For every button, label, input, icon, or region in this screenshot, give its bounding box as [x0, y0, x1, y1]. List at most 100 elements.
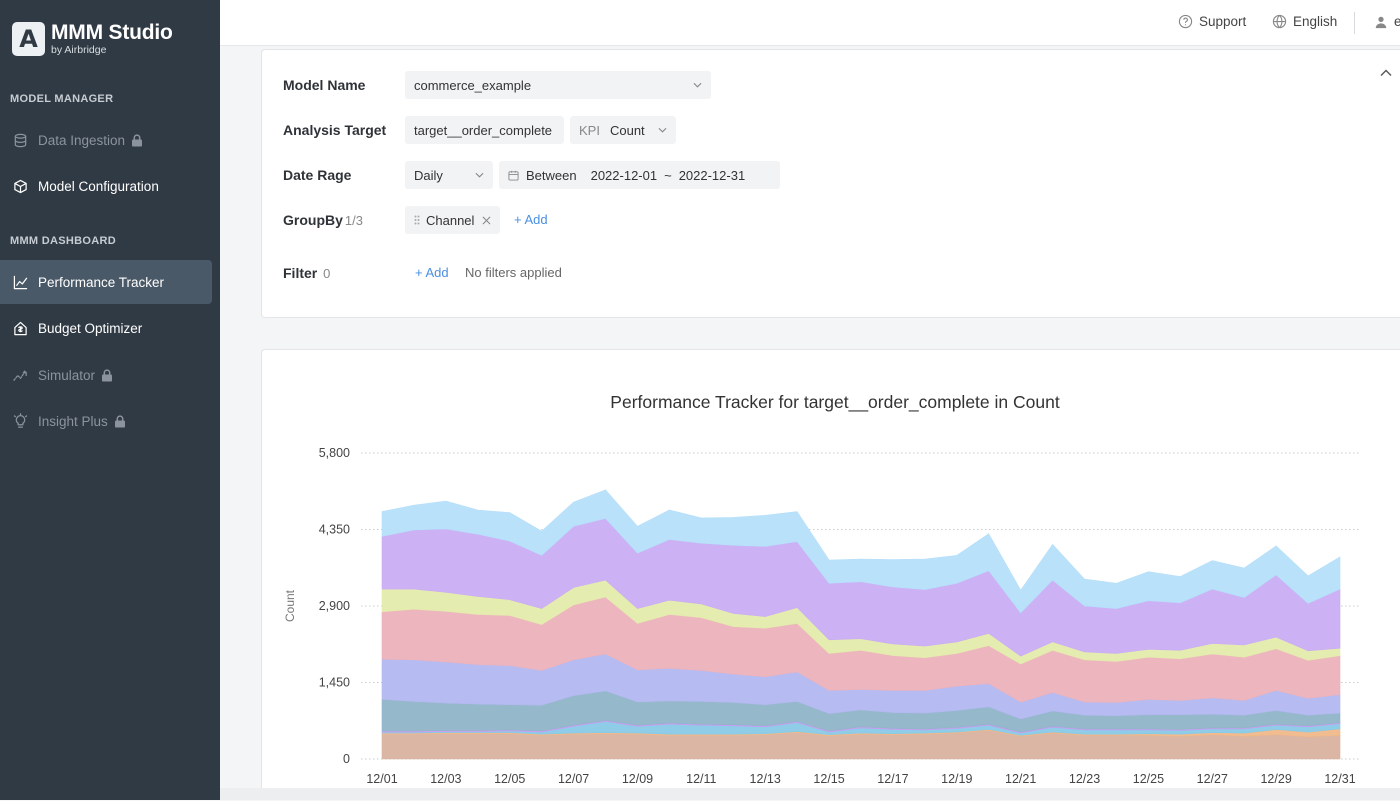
brand-subtitle: by Airbridge: [51, 44, 107, 56]
x-tick-label: 12/19: [941, 772, 972, 786]
sidebar-item-insight-plus[interactable]: Insight Plus: [0, 399, 212, 443]
sidebar-item-label: Budget Optimizer: [38, 320, 143, 336]
language-label: English: [1293, 14, 1338, 29]
y-tick-label: 4,350: [319, 523, 350, 537]
support-link[interactable]: Support: [1178, 14, 1246, 29]
kpi-value: Count: [609, 122, 645, 138]
between-label: Between: [526, 167, 577, 183]
sidebar-item-model-configuration[interactable]: Model Configuration: [0, 164, 212, 208]
x-tick-label: 12/25: [1133, 772, 1164, 786]
chevron-down-icon: [475, 172, 484, 178]
sidebar-item-simulator[interactable]: Simulator: [0, 353, 212, 397]
model-name-value: commerce_example: [414, 77, 532, 93]
x-tick-label: 12/27: [1197, 772, 1228, 786]
sparkline-icon: [12, 367, 29, 384]
chevron-down-icon: [693, 82, 702, 88]
x-tick-label: 12/13: [750, 772, 781, 786]
lock-icon: [131, 133, 143, 147]
filter-count: 0: [323, 266, 331, 281]
no-filters-text: No filters applied: [465, 265, 562, 280]
model-name-label: Model Name: [283, 77, 366, 93]
performance-area-chart: 0 1,450 2,900 4,350 5,800 12/01 12/03 12/05 12/0…: [283, 446, 1360, 786]
chart-panel: Performance Tracker for target__order_co…: [261, 349, 1400, 800]
x-tick-label: 12/31: [1324, 772, 1355, 786]
chevron-up-icon: [1380, 69, 1392, 76]
sidebar-item-label: Data Ingestion: [38, 132, 126, 148]
model-name-select[interactable]: commerce_example: [405, 71, 711, 99]
x-tick-label: 12/05: [494, 772, 525, 786]
sidebar-item-label: Simulator: [38, 367, 96, 383]
date-separator: ~: [664, 167, 672, 183]
language-selector[interactable]: English: [1272, 14, 1337, 29]
y-tick-label: 1,450: [319, 676, 350, 690]
granularity-value: Daily: [414, 167, 443, 183]
filter-label: Filter 0: [283, 265, 331, 281]
analysis-target-value: target__order_complete: [414, 122, 553, 138]
filter-panel: Model Name commerce_example Analysis Tar…: [261, 49, 1400, 318]
brand-logo[interactable]: A MMM Studio by Airbridge: [12, 22, 173, 56]
sidebar: A MMM Studio by Airbridge MODEL MANAGER …: [0, 0, 220, 800]
line-chart-icon: [12, 274, 29, 291]
sidebar-item-data-ingestion[interactable]: Data Ingestion: [0, 118, 212, 162]
section-mmm-dashboard: MMM DASHBOARD: [10, 235, 116, 247]
help-circle-icon: [1178, 14, 1193, 29]
sidebar-item-performance-tracker[interactable]: Performance Tracker: [0, 260, 212, 304]
sidebar-item-label: Performance Tracker: [38, 274, 165, 290]
database-icon: [12, 132, 29, 149]
globe-icon: [1272, 14, 1287, 29]
support-label: Support: [1199, 14, 1247, 29]
lock-icon: [114, 414, 126, 428]
y-tick-label: 5,800: [319, 446, 350, 460]
top-bar: Support English e: [220, 0, 1400, 46]
lock-icon: [101, 368, 113, 382]
user-label: e: [1394, 14, 1400, 29]
horizontal-scrollbar[interactable]: [220, 788, 1400, 800]
kpi-select[interactable]: KPI Count: [570, 116, 676, 144]
analysis-target-label: Analysis Target: [283, 122, 387, 138]
bulb-icon: [12, 413, 29, 430]
x-tick-label: 12/17: [877, 772, 908, 786]
user-menu[interactable]: e: [1374, 14, 1400, 29]
calendar-icon: [508, 170, 519, 181]
chevron-down-icon: [658, 127, 667, 133]
sidebar-item-label: Model Configuration: [38, 178, 159, 194]
x-tick-label: 12/11: [686, 772, 716, 786]
x-tick-label: 12/23: [1069, 772, 1100, 786]
y-axis-label: Count: [283, 589, 297, 622]
analysis-target-chip[interactable]: target__order_complete: [405, 116, 564, 144]
x-tick-label: 12/03: [430, 772, 461, 786]
groupby-label: GroupBy 1/3: [283, 212, 363, 228]
date-end: 2022-12-31: [678, 167, 746, 183]
date-range-picker[interactable]: Between 2022-12-01 ~ 2022-12-31: [499, 161, 780, 189]
x-tick-label: 12/15: [813, 772, 844, 786]
groupby-tag-channel[interactable]: Channel: [405, 206, 500, 234]
groupby-add-button[interactable]: + Add: [514, 212, 548, 227]
y-tick-label: 0: [343, 752, 350, 766]
close-icon[interactable]: [482, 216, 491, 225]
top-divider: [1354, 12, 1355, 34]
groupby-count: 1/3: [344, 213, 363, 228]
x-tick-label: 12/29: [1260, 772, 1291, 786]
drag-handle-icon[interactable]: [414, 215, 420, 225]
sidebar-item-budget-optimizer[interactable]: Budget Optimizer: [0, 306, 212, 350]
granularity-select[interactable]: Daily: [405, 161, 493, 189]
user-icon: [1375, 16, 1387, 28]
section-model-manager: MODEL MANAGER: [10, 93, 114, 105]
x-tick-label: 12/09: [622, 772, 653, 786]
brand-title: MMM Studio: [51, 21, 173, 44]
budget-icon: [12, 320, 29, 337]
x-tick-label: 12/07: [558, 772, 589, 786]
groupby-tag-label: Channel: [426, 212, 475, 228]
date-range-label: Date Rage: [283, 167, 352, 183]
chart-title: Performance Tracker for target__order_co…: [610, 392, 1060, 412]
x-tick-label: 12/21: [1005, 772, 1036, 786]
brand-mark: A: [12, 22, 45, 56]
area-series: [381, 489, 1341, 614]
date-start: 2022-12-01: [590, 167, 658, 183]
sidebar-item-label: Insight Plus: [38, 413, 108, 429]
x-tick-label: 12/01: [366, 772, 397, 786]
cube-icon: [12, 178, 29, 195]
y-tick-label: 2,900: [319, 599, 350, 613]
collapse-button[interactable]: [1380, 64, 1392, 82]
filter-add-button[interactable]: + Add: [415, 265, 449, 280]
